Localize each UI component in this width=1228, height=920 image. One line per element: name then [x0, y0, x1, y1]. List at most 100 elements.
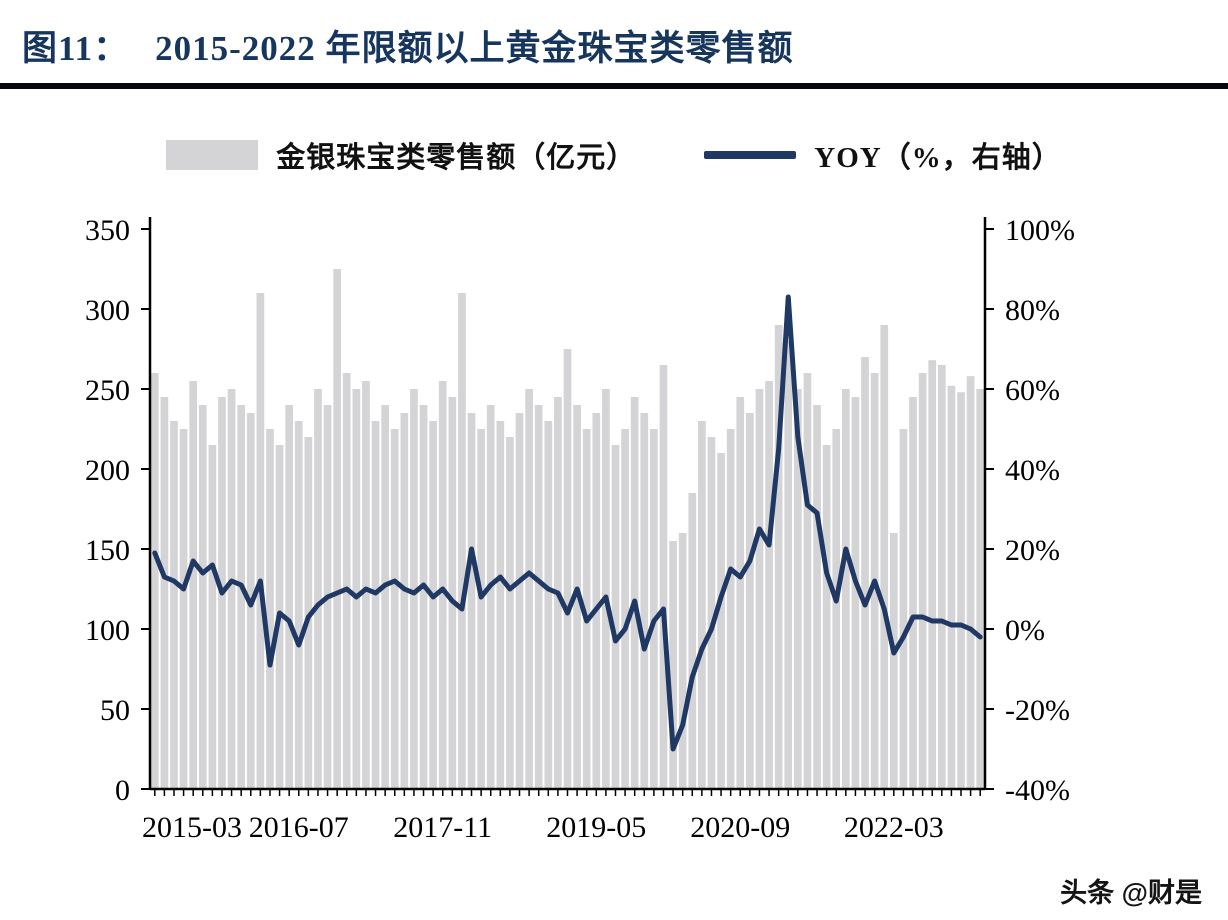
bar [467, 413, 476, 789]
bar [294, 421, 303, 789]
bar [544, 421, 553, 789]
right-tick-label: 80% [1005, 294, 1060, 327]
bar [880, 325, 889, 789]
bar [669, 541, 677, 789]
bar [160, 397, 169, 789]
bar [650, 429, 658, 789]
bar [861, 357, 869, 789]
right-tick-label: 40% [1005, 454, 1060, 487]
bar [285, 405, 294, 789]
title-divider [0, 83, 1228, 89]
bar-series-label: 金银珠宝类零售额（亿元） [276, 142, 637, 174]
bar [458, 293, 466, 789]
bar [794, 389, 802, 789]
bar [592, 413, 601, 789]
combo-chart: 0 50 100 150 200 250 300 350 -40% -20% 0% 20% 40% 60%… [85, 214, 1075, 844]
bar [918, 373, 927, 789]
bar [832, 429, 841, 789]
bar [678, 533, 687, 789]
bar [208, 445, 217, 789]
bar [755, 389, 764, 789]
bar [851, 397, 860, 789]
bar [909, 397, 917, 789]
bar [496, 421, 505, 789]
bar [976, 389, 985, 789]
chart-area: 0 50 100 150 200 250 300 350 -40% -20% 0% 20% 40% 60%… [0, 189, 1228, 854]
bar-series-swatch [166, 140, 259, 170]
bar [333, 269, 341, 789]
bar [362, 381, 370, 789]
bar [419, 405, 428, 789]
bar [438, 381, 447, 789]
right-tick-label: 0% [1005, 614, 1045, 647]
chart-legend: 金银珠宝类零售额（亿元） YOY（%，右轴） [0, 135, 1228, 175]
bar [227, 389, 236, 789]
line-series-label: YOY（%，右轴） [814, 142, 1062, 174]
x-tick-label: 2022-03 [844, 811, 944, 844]
bar [774, 325, 783, 789]
bar [765, 381, 773, 789]
bar [659, 365, 668, 789]
bar [899, 429, 908, 789]
bar [525, 389, 533, 789]
bar [889, 533, 898, 789]
bar [621, 429, 629, 789]
right-tick-label: -40% [1005, 774, 1070, 807]
left-tick-label: 350 [85, 214, 130, 247]
left-tick-label: 300 [85, 294, 130, 327]
legend-item-line: YOY（%，右轴） [704, 134, 1061, 176]
x-tick-label: 2017-11 [393, 811, 492, 844]
bar [429, 421, 437, 789]
bar [803, 373, 812, 789]
bar [237, 405, 246, 789]
legend-item-bars: 金银珠宝类零售额（亿元） [166, 134, 636, 176]
bar [688, 493, 697, 789]
bar [486, 405, 495, 789]
bar [371, 421, 380, 789]
watermark: 头条 @财是 [1060, 878, 1202, 908]
bar [352, 389, 361, 789]
bar [937, 365, 946, 789]
bar [784, 341, 793, 789]
bar [813, 405, 821, 789]
bar [563, 349, 572, 789]
right-tick-label: 20% [1005, 534, 1060, 567]
bar [448, 397, 457, 789]
right-tick-label: 100% [1005, 214, 1075, 247]
right-tick-label: -20% [1005, 694, 1070, 727]
bar [707, 437, 716, 789]
x-tick-label: 2015-03 [142, 811, 242, 844]
bar [150, 373, 159, 789]
bar [179, 429, 188, 789]
right-tick-label: 60% [1005, 374, 1060, 407]
line-series-swatch [704, 151, 797, 159]
bar [410, 389, 418, 789]
left-tick-label: 100 [85, 614, 130, 647]
left-tick-label: 200 [85, 454, 130, 487]
bar [602, 389, 610, 789]
bar [640, 413, 649, 789]
bar [822, 445, 831, 789]
bar [717, 453, 725, 789]
figure-number: 图11： [22, 29, 130, 68]
bar [515, 413, 524, 789]
bar [390, 429, 399, 789]
bar [947, 385, 956, 789]
bar [746, 413, 754, 789]
x-tick-label: 2016-07 [249, 811, 349, 844]
bar [189, 381, 198, 789]
bar [170, 421, 178, 789]
left-tick-label: 250 [85, 374, 130, 407]
figure-title: 图11： 2015-2022 年限额以上黄金珠宝类零售额 [0, 0, 1228, 83]
bar [266, 429, 274, 789]
bar [506, 437, 514, 789]
bar [582, 429, 591, 789]
bar [477, 429, 485, 789]
bar [198, 405, 207, 789]
left-tick-label: 50 [100, 694, 130, 727]
x-tick-label: 2019-05 [546, 811, 646, 844]
bar [381, 405, 389, 789]
left-tick-label: 150 [85, 534, 130, 567]
yoy-line [152, 294, 983, 752]
bar [966, 376, 975, 789]
